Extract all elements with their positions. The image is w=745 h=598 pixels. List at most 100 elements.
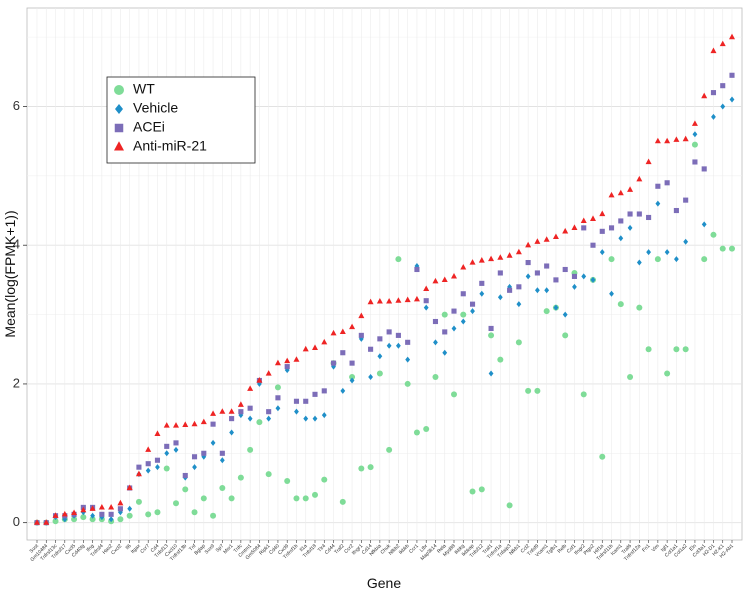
point [599, 210, 606, 217]
point [432, 374, 439, 381]
point [404, 380, 411, 387]
point [247, 415, 253, 422]
point [544, 263, 550, 269]
point [617, 301, 624, 308]
point [571, 224, 578, 230]
point [71, 509, 78, 516]
point [163, 422, 170, 428]
legend-marker [114, 85, 124, 95]
point [488, 370, 494, 377]
point [516, 301, 522, 308]
point [608, 191, 615, 198]
point [423, 426, 430, 433]
point [590, 242, 596, 248]
legend-marker [114, 123, 124, 133]
point [654, 137, 661, 144]
point [655, 200, 661, 207]
point [488, 325, 494, 331]
y-tick-label: 0 [13, 514, 20, 529]
point [302, 495, 309, 502]
x-tick-label: Rela [436, 543, 448, 555]
point [655, 183, 661, 189]
point [145, 446, 152, 452]
point [117, 499, 124, 506]
point [627, 211, 633, 217]
x-tick-label: Fn1 [641, 543, 651, 553]
point [43, 519, 50, 525]
x-tick-label: Eln [688, 543, 698, 553]
point [349, 323, 356, 330]
point [701, 221, 707, 228]
point [534, 270, 540, 276]
point [154, 509, 161, 516]
point [618, 235, 624, 242]
point [405, 356, 411, 363]
point [219, 408, 226, 414]
x-tick-label: Igf1 [660, 543, 670, 553]
point [478, 486, 485, 493]
point [321, 476, 328, 483]
x-tick-label: Relb [557, 543, 569, 555]
point [321, 412, 327, 419]
point [349, 374, 356, 381]
point [682, 346, 689, 353]
point [469, 301, 476, 307]
point [117, 506, 123, 512]
point [275, 395, 281, 401]
point [543, 236, 550, 242]
point [237, 474, 244, 481]
point [599, 228, 605, 234]
point [646, 214, 652, 221]
point [441, 276, 448, 282]
point [664, 180, 670, 186]
point [377, 353, 383, 360]
y-tick-label: 4 [13, 237, 20, 252]
point [488, 255, 495, 262]
point [627, 186, 634, 192]
point [627, 224, 633, 231]
point [460, 311, 467, 318]
point [572, 283, 577, 290]
point [266, 415, 272, 422]
point [423, 304, 429, 311]
point [302, 345, 309, 352]
point [664, 137, 671, 144]
point [673, 136, 680, 142]
point [145, 511, 152, 518]
point [432, 318, 439, 325]
point [358, 312, 365, 319]
point [692, 131, 698, 138]
point [645, 346, 652, 353]
x-tick-label: Ccr1 [408, 543, 420, 555]
point [525, 387, 532, 394]
point [479, 290, 485, 297]
point [580, 217, 587, 224]
point [210, 421, 216, 427]
point [710, 231, 717, 238]
grid [27, 8, 742, 540]
point [720, 83, 726, 89]
legend: WT Vehicle ACEi Anti-miR-21 [106, 76, 256, 164]
point [200, 495, 207, 502]
point [515, 248, 522, 255]
point [80, 506, 87, 513]
point [460, 318, 466, 325]
point [599, 249, 605, 256]
point [108, 503, 115, 510]
point [219, 450, 225, 456]
point [210, 410, 217, 416]
point [294, 408, 299, 415]
point [442, 349, 448, 356]
point [720, 103, 726, 110]
point [683, 197, 689, 203]
point [173, 440, 179, 446]
point [581, 225, 587, 231]
point [376, 370, 383, 377]
point [636, 211, 642, 217]
point [52, 518, 59, 525]
point [108, 511, 114, 517]
x-tick-label: Il6 [125, 543, 133, 551]
point [229, 429, 234, 436]
point [553, 277, 559, 283]
